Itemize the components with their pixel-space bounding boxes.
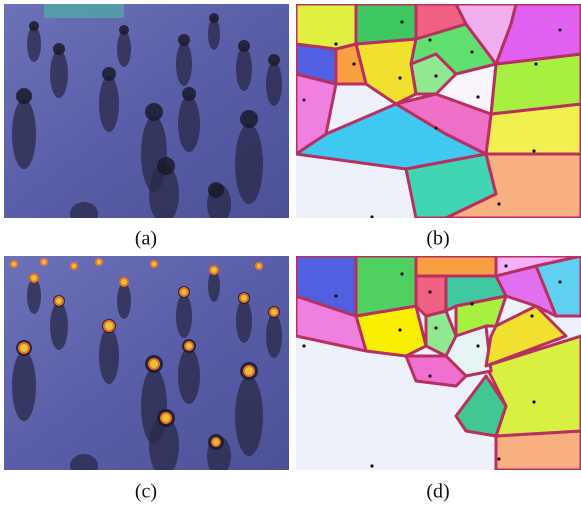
voronoi-image bbox=[296, 4, 581, 219]
crowd-density-image bbox=[4, 256, 289, 478]
figure: (a) (b) (c) (d) bbox=[0, 0, 581, 510]
page: (a) (b) (c) (d) {"figure": {"panels": [{… bbox=[0, 0, 581, 510]
panel-label: (b) bbox=[426, 228, 449, 250]
crowd-image bbox=[4, 4, 289, 226]
panel-label: (c) bbox=[135, 481, 157, 503]
voronoi-image bbox=[296, 256, 581, 470]
panel-label: (d) bbox=[426, 481, 449, 503]
panel-label: (a) bbox=[135, 228, 157, 250]
